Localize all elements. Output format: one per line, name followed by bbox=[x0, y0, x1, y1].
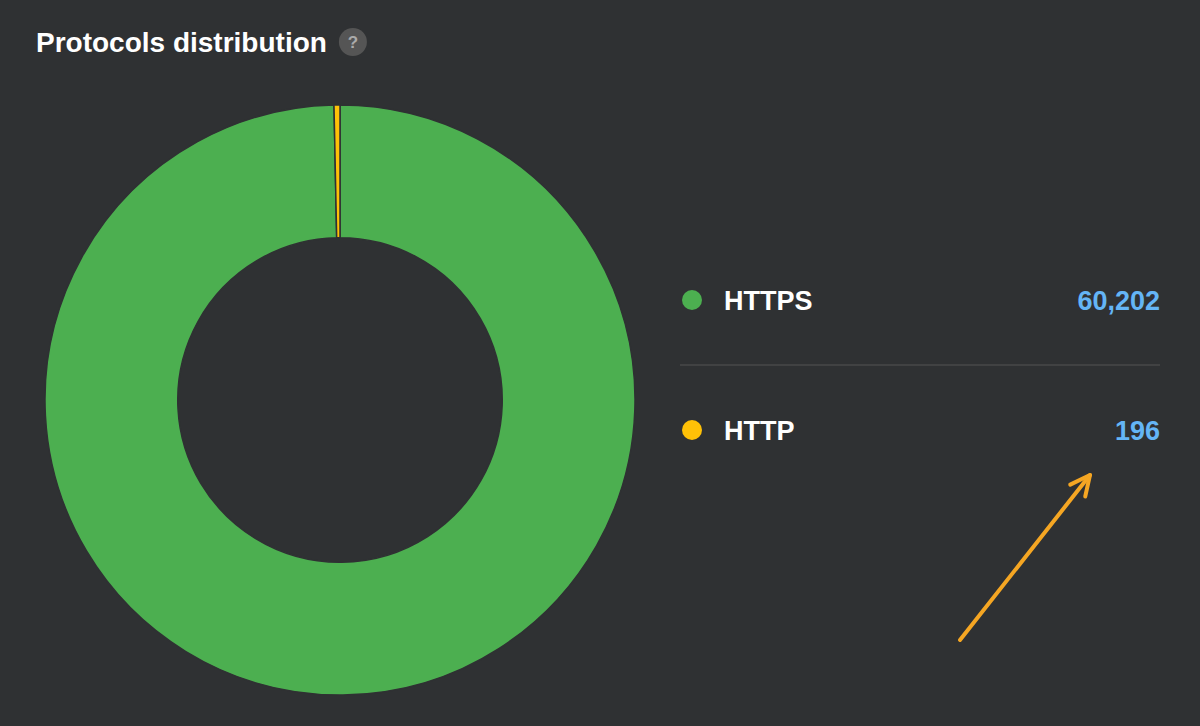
legend: HTTPS 60,202 HTTP 196 bbox=[680, 286, 1160, 446]
legend-separator bbox=[680, 365, 1160, 366]
slice bbox=[334, 105, 340, 238]
arrow-head bbox=[1070, 475, 1090, 496]
legend-value: 60,202 bbox=[1077, 286, 1160, 316]
arrow-shaft bbox=[960, 475, 1090, 640]
arrow bbox=[960, 475, 1090, 640]
annotation: ? bbox=[348, 33, 358, 52]
legend-label: HTTP bbox=[724, 416, 795, 446]
legend-marker bbox=[682, 420, 702, 440]
title: Protocols distribution bbox=[36, 27, 327, 58]
legend-label: HTTPS bbox=[724, 286, 813, 316]
chart: Protocols distribution? HTTPS 60,202 HTTP 19… bbox=[0, 0, 1200, 726]
background bbox=[0, 0, 1200, 726]
legend-marker bbox=[682, 290, 702, 310]
legend-value: 196 bbox=[1115, 416, 1160, 446]
help-icon bbox=[339, 28, 367, 56]
slice bbox=[45, 105, 635, 695]
donut bbox=[45, 105, 635, 695]
